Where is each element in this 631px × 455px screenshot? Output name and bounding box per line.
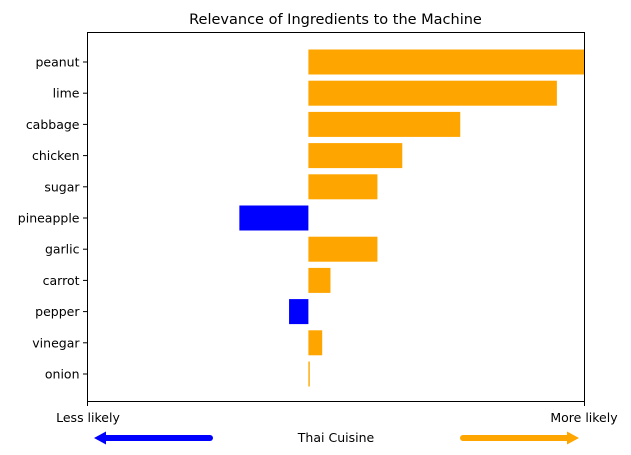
y-tick-label-peanut: peanut — [35, 55, 79, 70]
bar-cabbage — [308, 111, 461, 137]
bar-onion — [308, 361, 310, 387]
bottom-label: Thai Cuisine — [297, 430, 375, 445]
y-tick-label-cabbage: cabbage — [26, 117, 80, 132]
y-tick-label-carrot: carrot — [43, 273, 80, 288]
bars — [239, 49, 585, 387]
bar-garlic — [308, 236, 378, 262]
bar-carrot — [308, 267, 331, 293]
bar-lime — [308, 80, 557, 106]
bar-sugar — [308, 174, 378, 200]
y-tick-label-lime: lime — [53, 86, 80, 101]
left-arrow — [94, 431, 213, 445]
y-tick-label-chicken: chicken — [32, 148, 80, 163]
bar-peanut — [308, 49, 585, 75]
y-tick-label-vinegar: vinegar — [32, 335, 80, 350]
y-tick-label-garlic: garlic — [45, 242, 80, 257]
y-tick-label-pineapple: pineapple — [18, 211, 80, 226]
bar-pineapple — [239, 205, 309, 231]
y-tick-labels: peanut lime cabbage chicken sugar pineapple ga… — [18, 55, 88, 382]
chart-title: Relevance of Ingredients to the Machine — [189, 12, 482, 28]
plot-frame — [87, 32, 585, 402]
y-tick-label-sugar: sugar — [44, 179, 80, 194]
bar-chicken — [308, 143, 403, 169]
right-arrow — [460, 431, 579, 445]
bar-pepper — [289, 299, 309, 325]
y-tick-label-pepper: pepper — [35, 304, 80, 319]
x-right-label: More likely — [550, 410, 618, 425]
bar-vinegar — [308, 330, 323, 356]
y-tick-label-onion: onion — [45, 367, 80, 382]
x-left-label: Less likely — [56, 410, 120, 425]
